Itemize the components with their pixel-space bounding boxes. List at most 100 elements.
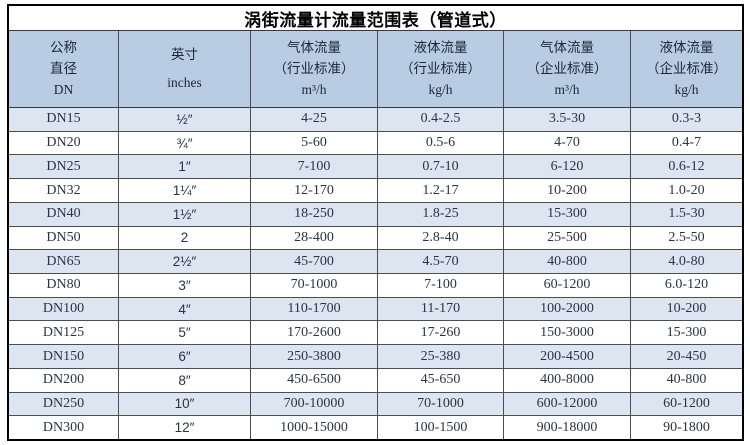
dn-cell: DN15 bbox=[46, 111, 81, 127]
flow-range-cell: 12-170 bbox=[250, 179, 377, 202]
flow-range-cell: 6-120 bbox=[503, 155, 630, 179]
flow-range-cell: 70-1000 bbox=[377, 392, 503, 416]
flow-range-cell: 1.8-25 bbox=[377, 202, 503, 226]
flow-range-cell: 10-200 bbox=[630, 297, 742, 321]
flow-range-cell: 17-260 bbox=[377, 321, 503, 345]
flow-range-cell: 4.5-70 bbox=[377, 250, 503, 274]
column-header-line: DN bbox=[53, 82, 74, 98]
column-header-gas-enterprise-standard: 气体流量 （企业标准） m³/h bbox=[503, 31, 630, 107]
inches-cell: ½″ bbox=[118, 108, 250, 131]
flow-range-cell: 45-650 bbox=[377, 368, 503, 392]
flow-range-cell: 28-400 bbox=[250, 226, 377, 250]
column-header-line: 液体流量 bbox=[413, 40, 468, 56]
flow-range-cell: 4-70 bbox=[503, 131, 630, 155]
flow-range-cell: 7-100 bbox=[250, 155, 377, 179]
dn-cell: DN250 bbox=[42, 395, 85, 411]
table-row-dn100: DN100 4″ 110-1700 11-170 100-2000 10-200 bbox=[9, 296, 742, 321]
column-header-line: 气体流量 bbox=[287, 40, 341, 56]
column-header-line: kg/h bbox=[674, 82, 699, 98]
column-header-line: kg/h bbox=[428, 82, 453, 98]
dn-cell: DN200 bbox=[42, 372, 85, 388]
dn-cell: DN65 bbox=[46, 253, 81, 269]
flow-range-cell: 700-10000 bbox=[250, 392, 377, 416]
flow-range-cell: 11-170 bbox=[377, 297, 503, 321]
column-header-line: 液体流量 bbox=[659, 40, 714, 56]
flow-range-cell: 40-800 bbox=[630, 368, 742, 392]
flow-range-cell: 2.8-40 bbox=[377, 226, 503, 250]
flow-range-cell: 0.3-3 bbox=[630, 108, 742, 131]
table-row-dn150: DN150 6″ 250-3800 25-380 200-4500 20-450 bbox=[9, 344, 742, 368]
flow-range-cell: 1000-15000 bbox=[250, 416, 377, 440]
inches-cell: ¾″ bbox=[118, 131, 250, 155]
flow-range-cell: 2.5-50 bbox=[630, 226, 742, 250]
flow-range-cell: 100-1500 bbox=[377, 416, 503, 440]
flow-range-cell: 90-1800 bbox=[630, 416, 742, 440]
flow-range-cell: 1.2-17 bbox=[377, 179, 503, 202]
table-row-dn25: DN25 1″ 7-100 0.7-10 6-120 0.6-12 bbox=[9, 154, 742, 179]
dn-cell: DN80 bbox=[46, 277, 81, 293]
dn-cell: DN20 bbox=[46, 135, 81, 151]
table-row-dn65: DN65 2½″ 45-700 4.5-70 40-800 4.0-80 bbox=[9, 249, 742, 274]
flow-range-cell: 900-18000 bbox=[503, 416, 630, 440]
table-row-dn15: DN15 ½″ 4-25 0.4-2.5 3.5-30 0.3-3 bbox=[9, 108, 742, 131]
flow-range-cell: 0.4-7 bbox=[630, 131, 742, 155]
column-header-line: 气体流量 bbox=[540, 40, 594, 56]
flow-range-cell: 170-2600 bbox=[250, 321, 377, 345]
flow-range-cell: 60-1200 bbox=[503, 274, 630, 297]
column-header-line: （行业标准） bbox=[400, 61, 481, 77]
flow-range-cell: 6.0-120 bbox=[630, 274, 742, 297]
column-header-line: （行业标准） bbox=[273, 61, 355, 77]
inches-cell: 1¼″ bbox=[118, 179, 250, 202]
flow-range-cell: 200-4500 bbox=[503, 345, 630, 368]
column-header-liquid-enterprise-standard: 液体流量 （企业标准） kg/h bbox=[630, 31, 742, 107]
flow-range-cell: 70-1000 bbox=[250, 274, 377, 297]
dn-cell: DN150 bbox=[42, 348, 85, 364]
flow-range-cell: 3.5-30 bbox=[503, 108, 630, 131]
flow-range-cell: 450-6500 bbox=[250, 368, 377, 392]
column-header-line: （企业标准） bbox=[526, 61, 608, 77]
inches-cell: 2½″ bbox=[118, 250, 250, 274]
inches-cell: 6″ bbox=[118, 345, 250, 368]
dn-cell: DN100 bbox=[42, 301, 85, 317]
table-row-dn80: DN80 3″ 70-1000 7-100 60-1200 6.0-120 bbox=[9, 273, 742, 297]
flow-range-cell: 25-380 bbox=[377, 345, 503, 368]
flow-range-cell: 110-1700 bbox=[250, 297, 377, 321]
column-header-dn: 公称 直径 DN bbox=[9, 31, 118, 107]
flow-range-cell: 15-300 bbox=[630, 321, 742, 345]
table-row-dn40: DN40 1½″ 18-250 1.8-25 15-300 1.5-30 bbox=[9, 201, 742, 226]
flow-range-cell: 4-25 bbox=[250, 108, 377, 131]
flow-range-cell: 40-800 bbox=[503, 250, 630, 274]
column-header-line: 英寸 bbox=[171, 47, 198, 63]
flow-range-cell: 250-3800 bbox=[250, 345, 377, 368]
dn-cell: DN125 bbox=[42, 324, 85, 340]
table-row-dn250: DN250 10″ 700-10000 70-1000 600-12000 60-1200 bbox=[9, 391, 742, 416]
flow-range-cell: 0.5-6 bbox=[377, 131, 503, 155]
table-row-dn125: DN125 5″ 170-2600 17-260 150-3000 15-300 bbox=[9, 320, 742, 345]
table-header-row: 公称 直径 DN 英寸 inches 气体流量 （行业标准） m³/h 液体流量 （行业标准） kg… bbox=[9, 31, 742, 108]
flow-range-cell: 0.6-12 bbox=[630, 155, 742, 179]
inches-cell: 5″ bbox=[118, 321, 250, 345]
column-header-gas-industry-standard: 气体流量 （行业标准） m³/h bbox=[250, 31, 377, 107]
inches-cell: 10″ bbox=[118, 392, 250, 416]
inches-cell: 4″ bbox=[118, 297, 250, 321]
inches-cell: 2 bbox=[118, 226, 250, 250]
flow-range-cell: 20-450 bbox=[630, 345, 742, 368]
flow-range-cell: 0.4-2.5 bbox=[377, 108, 503, 131]
inches-cell: 8″ bbox=[118, 368, 250, 392]
column-header-line: m³/h bbox=[554, 82, 580, 98]
flow-range-cell: 600-12000 bbox=[503, 392, 630, 416]
flow-range-cell: 18-250 bbox=[250, 202, 377, 226]
column-header-line: inches bbox=[167, 75, 202, 91]
flow-range-cell: 1.0-20 bbox=[630, 179, 742, 202]
flow-range-cell: 1.5-30 bbox=[630, 202, 742, 226]
flow-range-cell: 150-3000 bbox=[503, 321, 630, 345]
table-row-dn20: DN20 ¾″ 5-60 0.5-6 4-70 0.4-7 bbox=[9, 130, 742, 155]
inches-cell: 12″ bbox=[118, 416, 250, 440]
table-row-dn300: DN300 12″ 1000-15000 100-1500 900-18000 90-18… bbox=[9, 415, 742, 440]
flow-range-cell: 400-8000 bbox=[503, 368, 630, 392]
flow-range-cell: 5-60 bbox=[250, 131, 377, 155]
table-body: DN15 ½″ 4-25 0.4-2.5 3.5-30 0.3-3 DN20 ¾″ 5-60 0.… bbox=[9, 108, 742, 440]
dn-cell: DN50 bbox=[46, 229, 81, 245]
column-header-inches: 英寸 inches bbox=[118, 31, 250, 107]
flow-range-cell: 100-2000 bbox=[503, 297, 630, 321]
